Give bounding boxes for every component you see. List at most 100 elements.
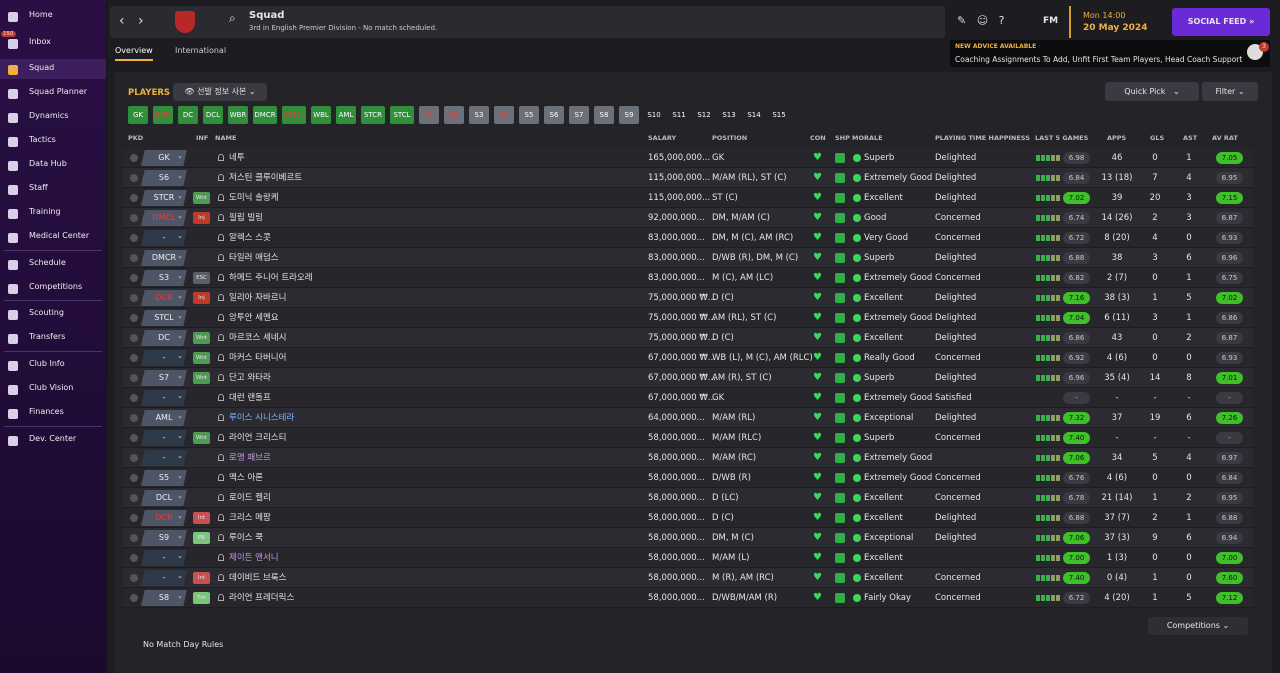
column-header[interactable]: AV RAT xyxy=(1212,134,1238,142)
player-name[interactable]: 루이스 시니스테라 xyxy=(229,413,295,423)
player-name[interactable]: 일리아 자바르니 xyxy=(229,293,287,303)
column-header[interactable]: NAME xyxy=(215,134,237,142)
pkd-select[interactable]: S5 xyxy=(141,470,187,486)
tab[interactable]: Overview xyxy=(115,46,153,61)
quick-pick-button[interactable]: Quick Pick ⌄ xyxy=(1105,82,1199,101)
nav-item[interactable]: Competitions xyxy=(29,282,83,291)
nav-item[interactable]: Schedule xyxy=(29,258,66,267)
position-button[interactable]: S4 xyxy=(494,106,514,124)
column-header[interactable]: SALARY xyxy=(648,134,677,142)
player-row[interactable] xyxy=(123,248,1253,268)
player-name[interactable]: 저스틴 클루이베르트 xyxy=(229,173,303,183)
player-row[interactable] xyxy=(123,588,1253,608)
player-row[interactable] xyxy=(123,388,1253,408)
position-button[interactable]: DMCR xyxy=(253,106,277,124)
column-header[interactable]: POSITION xyxy=(712,134,748,142)
column-header[interactable]: SHP xyxy=(835,134,850,142)
view-dropdown[interactable]: 👁 선발 정보 사본 ⌄ xyxy=(173,83,267,101)
player-row[interactable] xyxy=(123,168,1253,188)
position-button[interactable]: S8 xyxy=(594,106,614,124)
pkd-select[interactable]: STCR xyxy=(141,190,187,206)
position-button[interactable]: S13 xyxy=(722,111,736,119)
nav-item[interactable]: Finances xyxy=(29,407,64,416)
social-feed-button[interactable]: SOCIAL FEED » xyxy=(1172,8,1270,36)
player-name[interactable]: 단고 와타라 xyxy=(229,373,271,383)
player-row[interactable] xyxy=(123,288,1253,308)
pkd-select[interactable]: S8 xyxy=(141,590,187,606)
nav-item[interactable]: Medical Center xyxy=(29,231,90,240)
position-button[interactable]: WBL xyxy=(311,106,331,124)
nav-item[interactable]: Home xyxy=(29,10,53,19)
player-name[interactable]: 로이드 켈리 xyxy=(229,493,271,503)
player-row[interactable] xyxy=(123,468,1253,488)
pkd-select[interactable]: - xyxy=(141,450,187,466)
player-row[interactable] xyxy=(123,528,1253,548)
pkd-select[interactable]: DC xyxy=(141,330,187,346)
position-button[interactable]: S11 xyxy=(672,111,686,119)
position-button[interactable]: S10 xyxy=(647,111,661,119)
advice-box[interactable] xyxy=(950,40,1270,67)
position-button[interactable]: S1 xyxy=(419,106,439,124)
player-name[interactable]: 로맹 패브르 xyxy=(229,453,271,463)
pkd-select[interactable]: - xyxy=(141,570,187,586)
player-name[interactable]: 라이언 크리스티 xyxy=(229,433,287,443)
position-button[interactable]: S6 xyxy=(544,106,564,124)
player-name[interactable]: 마커스 타버니어 xyxy=(229,353,287,363)
column-header[interactable]: INF xyxy=(196,134,209,142)
position-button[interactable]: S5 xyxy=(519,106,539,124)
position-button[interactable]: AML xyxy=(336,106,356,124)
pkd-select[interactable]: DCL xyxy=(141,490,187,506)
player-name[interactable]: 제이든 앤서니 xyxy=(229,553,279,563)
pkd-select[interactable]: S9 xyxy=(141,530,187,546)
pkd-select[interactable]: DCR xyxy=(141,510,187,526)
back-button[interactable]: ‹ › xyxy=(119,13,144,29)
player-name[interactable]: 대런 랜돌프 xyxy=(229,393,271,403)
pkd-select[interactable]: DMCL xyxy=(141,210,187,226)
position-button[interactable]: STCR xyxy=(361,106,385,124)
nav-item[interactable]: Scouting xyxy=(29,308,64,317)
tab[interactable]: International xyxy=(175,46,227,55)
player-row[interactable] xyxy=(123,228,1253,248)
pkd-select[interactable]: S6 xyxy=(141,170,187,186)
player-name[interactable]: 필립 빌링 xyxy=(229,213,263,223)
player-name[interactable]: 루이스 쿡 xyxy=(229,533,263,543)
column-header[interactable]: PKD xyxy=(128,134,144,142)
player-row[interactable] xyxy=(123,488,1253,508)
player-row[interactable] xyxy=(123,548,1253,568)
column-header[interactable]: APPS xyxy=(1107,134,1127,142)
position-button[interactable]: S7 xyxy=(569,106,589,124)
column-header[interactable]: CON xyxy=(810,134,826,142)
club-badge[interactable] xyxy=(175,11,195,33)
competitions-button[interactable]: Competitions ⌄ xyxy=(1148,617,1248,635)
player-row[interactable] xyxy=(123,508,1253,528)
nav-item[interactable]: Squad Planner xyxy=(29,87,88,96)
player-name[interactable]: 마르코스 세네시 xyxy=(229,333,287,343)
fm-button[interactable]: FM xyxy=(1043,16,1059,26)
position-button[interactable]: S14 xyxy=(747,111,761,119)
player-row[interactable] xyxy=(123,328,1253,348)
nav-item[interactable]: Dynamics xyxy=(29,111,69,120)
pkd-select[interactable]: AML xyxy=(141,410,187,426)
position-button[interactable]: DCR xyxy=(153,106,173,124)
player-name[interactable]: 하메드 주니어 트라오레 xyxy=(229,273,313,283)
pkd-select[interactable]: - xyxy=(141,230,187,246)
player-row[interactable] xyxy=(123,408,1253,428)
position-button[interactable]: S15 xyxy=(772,111,786,119)
nav-item[interactable]: Staff xyxy=(29,183,48,192)
pkd-select[interactable]: DMCR xyxy=(141,250,187,266)
player-name[interactable]: 라이언 프레더릭스 xyxy=(229,593,295,603)
date-box[interactable] xyxy=(1069,6,1167,38)
column-header[interactable]: AST xyxy=(1183,134,1198,142)
pkd-select[interactable]: GK xyxy=(141,150,187,166)
nav-item[interactable]: Club Vision xyxy=(29,383,74,392)
position-button[interactable]: GK xyxy=(128,106,148,124)
player-name[interactable]: 타일러 애덤스 xyxy=(229,253,279,263)
player-name[interactable]: 도미닉 솔랑케 xyxy=(229,193,279,203)
nav-item[interactable]: Transfers xyxy=(29,332,66,341)
position-button[interactable]: S9 xyxy=(619,106,639,124)
nav-item[interactable]: Inbox xyxy=(29,37,51,46)
player-row[interactable] xyxy=(123,368,1253,388)
pkd-select[interactable]: - xyxy=(141,550,187,566)
pkd-select[interactable]: - xyxy=(141,390,187,406)
player-name[interactable]: 네투 xyxy=(229,153,245,163)
